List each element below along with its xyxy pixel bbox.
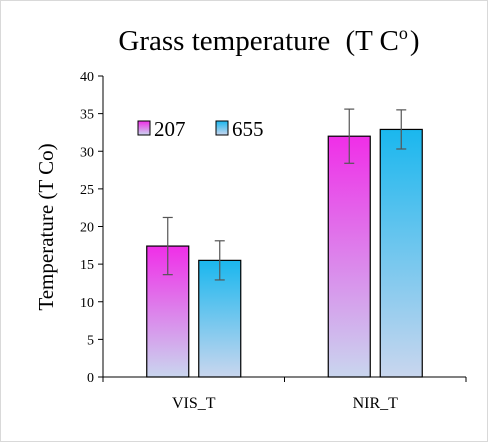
chart-title-unit-sup: o: [399, 23, 408, 43]
y-tick-label: 25: [80, 183, 94, 198]
y-tick-label: 10: [80, 296, 94, 311]
y-tick-label: 35: [80, 108, 94, 123]
y-tick-label: 15: [80, 258, 94, 273]
chart-title: Grass temperature (T Co): [118, 23, 419, 57]
legend: 207 655: [137, 117, 264, 141]
legend-swatch-207: [137, 120, 151, 136]
x-category-label: NIR_T: [353, 395, 399, 412]
y-tick-label: 0: [87, 371, 94, 386]
bar-655-NIR_T: [379, 128, 423, 378]
legend-label-655: 655: [232, 117, 264, 141]
y-tick-label: 30: [80, 145, 94, 160]
chart-title-unit-close: ): [410, 25, 420, 57]
legend-label-207: 207: [154, 117, 186, 141]
chart-title-unit: (T C: [345, 25, 398, 57]
y-axis-label: Temperature (T Co): [34, 143, 58, 310]
y-tick-label: 40: [80, 70, 94, 85]
y-tick-label: 5: [87, 333, 94, 348]
legend-swatch-655: [215, 120, 229, 136]
plot-area: 0 5 10 15 20 25 30 35 40 VIS_T NIR_T: [80, 70, 467, 412]
chart-title-main: Grass temperature: [118, 25, 330, 57]
bar-207-NIR_T: [327, 135, 371, 378]
x-category-label: VIS_T: [172, 395, 216, 412]
y-tick-label: 20: [80, 221, 94, 236]
